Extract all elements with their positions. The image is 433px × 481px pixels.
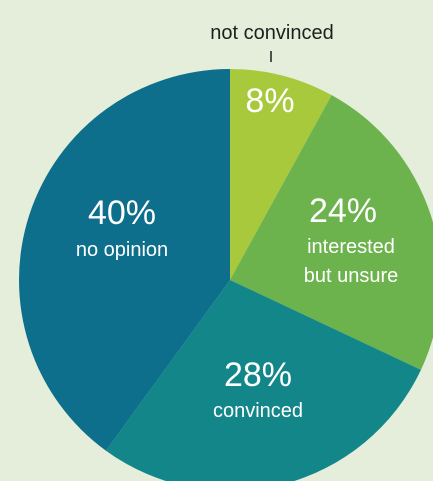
slice-percent-label-3: 40% [88, 194, 156, 232]
pie-slice-0 [230, 69, 332, 280]
slice-percent-label-1: 24% [309, 192, 377, 230]
slice-category-label-1-1: but unsure [304, 265, 399, 287]
pie-slice-3 [19, 69, 230, 451]
pie-slice-2 [105, 280, 421, 481]
pie-slice-1 [230, 95, 433, 370]
slice-percent-label-0: 8% [245, 82, 294, 120]
slice-category-label-1-0: interested [307, 236, 395, 258]
slice-outside-label-0: not convinced [210, 22, 333, 44]
slice-percent-label-2: 28% [224, 356, 292, 394]
slice-category-label-2-0: convinced [213, 400, 303, 422]
slice-category-label-3-0: no opinion [76, 239, 168, 261]
